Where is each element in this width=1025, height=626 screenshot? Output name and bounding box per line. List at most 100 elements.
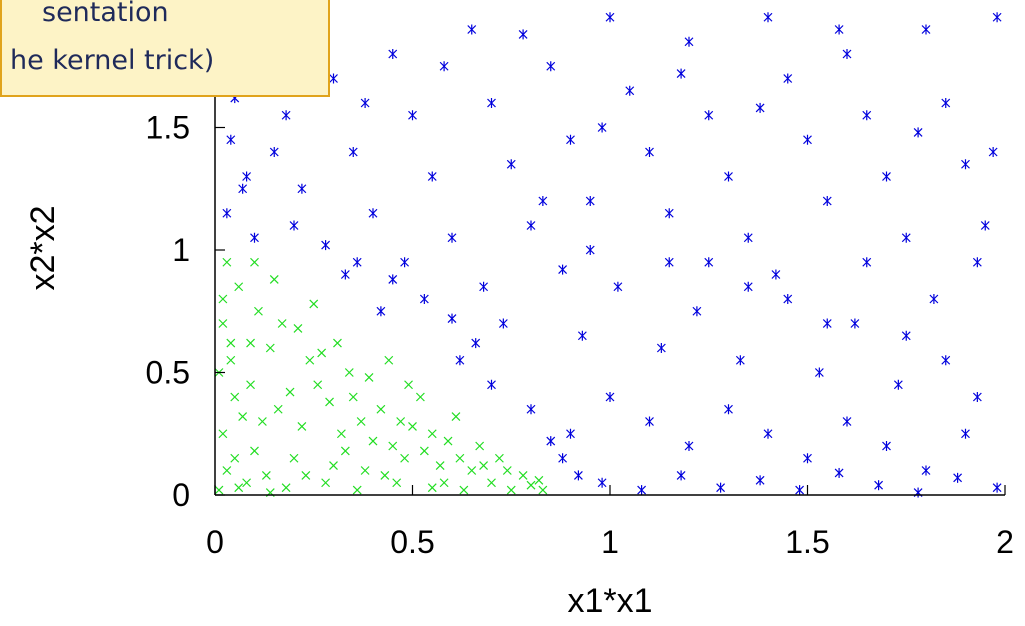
cross-point (475, 441, 485, 451)
asterisk-point (487, 379, 496, 390)
asterisk-point (724, 404, 733, 415)
asterisk-point (822, 318, 832, 329)
cross-point (301, 470, 311, 480)
cross-point (305, 355, 315, 365)
cross-point (392, 478, 402, 488)
asterisk-point (961, 428, 970, 439)
asterisk-point (862, 110, 872, 121)
asterisk-point (605, 12, 615, 23)
asterisk-point (585, 196, 595, 206)
cross-point (479, 461, 489, 471)
asterisk-point (842, 49, 852, 59)
asterisk-point (566, 428, 575, 439)
cross-point (218, 429, 228, 439)
asterisk-point (439, 61, 449, 72)
asterisk-point (352, 257, 362, 268)
asterisk-point (455, 355, 465, 366)
cross-point (261, 470, 271, 480)
asterisk-point (893, 379, 903, 390)
x-tick-label: 2 (996, 524, 1014, 560)
cross-point (340, 446, 350, 456)
asterisk-point (913, 127, 923, 138)
asterisk-point (901, 330, 911, 341)
asterisk-point (487, 98, 496, 108)
cross-point (230, 453, 240, 463)
cross-point (226, 338, 236, 348)
asterisk-point (692, 306, 702, 317)
asterisk-point (755, 475, 765, 486)
asterisk-point (743, 281, 753, 292)
cross-point (538, 485, 548, 495)
cross-point (254, 306, 263, 316)
asterisk-point (771, 269, 781, 280)
cross-point (250, 257, 259, 267)
asterisk-point (795, 485, 805, 496)
asterisk-point (400, 257, 410, 268)
asterisk-point (226, 134, 236, 145)
cross-point (289, 453, 299, 463)
asterisk-point (656, 343, 666, 353)
cross-point (459, 485, 469, 495)
asterisk-point (803, 453, 812, 464)
asterisk-point (447, 232, 457, 243)
cross-point (234, 282, 244, 292)
asterisk-point (992, 482, 1002, 493)
cross-point (455, 453, 465, 463)
asterisk-point (518, 29, 528, 40)
cross-point (269, 274, 279, 284)
asterisk-point (783, 294, 793, 304)
asterisk-point (447, 313, 457, 324)
cross-point (494, 453, 504, 463)
cross-point (250, 446, 259, 456)
asterisk-point (803, 134, 812, 145)
asterisk-point (664, 257, 674, 268)
asterisk-point (735, 355, 745, 366)
cross-point (384, 355, 394, 365)
cross-point (534, 475, 544, 485)
cross-point (396, 417, 406, 426)
cross-point (265, 343, 275, 353)
asterisk-point (250, 232, 259, 243)
asterisk-point (862, 257, 872, 268)
cross-point (214, 485, 224, 495)
asterisk-point (921, 24, 931, 35)
asterisk-point (498, 318, 508, 329)
cross-point (487, 478, 496, 488)
cross-point (415, 392, 425, 402)
asterisk-point (297, 183, 307, 194)
asterisk-point (605, 392, 615, 402)
cross-point (467, 466, 477, 475)
asterisk-point (664, 208, 674, 219)
asterisk-point (676, 68, 686, 79)
asterisk-point (988, 147, 998, 157)
asterisk-point (704, 257, 714, 268)
asterisk-point (408, 110, 417, 121)
asterisk-point (921, 465, 931, 476)
cross-point (526, 480, 536, 490)
asterisk-point (526, 404, 536, 415)
asterisk-point (941, 355, 951, 366)
asterisk-point (842, 416, 852, 427)
cross-point (325, 397, 334, 407)
x-tick-label: 0 (206, 524, 224, 560)
cross-point (317, 348, 327, 358)
asterisk-point (645, 147, 654, 157)
x-axis-label: x1*x1 (567, 582, 652, 620)
asterisk-point (992, 12, 1002, 23)
cross-point (281, 483, 291, 493)
cross-point (502, 466, 512, 475)
asterisk-point (834, 24, 844, 35)
cross-point (277, 319, 287, 328)
cross-point (404, 380, 413, 390)
cross-point (329, 461, 338, 471)
cross-point (273, 404, 283, 414)
asterisk-point (289, 220, 299, 231)
asterisk-point (222, 208, 232, 219)
asterisk-point (573, 470, 583, 481)
asterisk-point (882, 171, 891, 182)
cross-point (376, 404, 386, 414)
cross-point (439, 478, 449, 488)
asterisk-point (368, 208, 378, 219)
asterisk-point (613, 281, 623, 292)
